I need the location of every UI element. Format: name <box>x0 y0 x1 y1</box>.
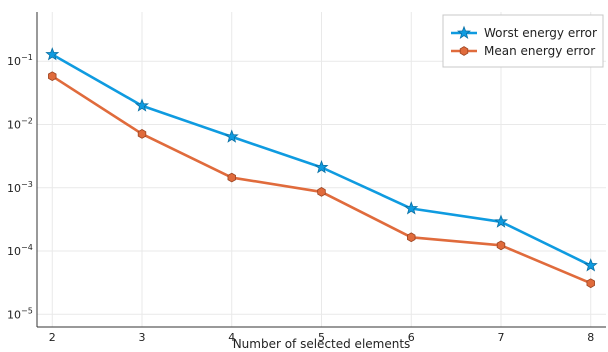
x-tick-labels: 2 3 4 5 6 7 8 <box>49 331 594 344</box>
x-tick-label: 6 <box>408 331 415 344</box>
data-point-marker <box>407 232 416 243</box>
data-point-marker <box>224 129 239 143</box>
x-tick-label: 5 <box>318 331 325 344</box>
series-layer <box>45 47 598 289</box>
data-point-marker <box>45 47 60 61</box>
legend: Worst energy error Mean energy error <box>442 14 604 68</box>
data-point-marker <box>586 278 595 289</box>
legend-swatch-marker <box>459 46 469 56</box>
x-tick-label: 7 <box>497 331 504 344</box>
data-point-marker <box>314 160 329 174</box>
data-point-marker <box>494 214 508 228</box>
y-tick-label: 10−5 <box>7 306 33 321</box>
legend-swatch-marker <box>457 25 471 39</box>
legend-item: Worst energy error <box>451 25 597 40</box>
y-tick-label: 10−4 <box>7 243 33 258</box>
data-point-marker <box>496 240 506 251</box>
data-point-marker <box>404 201 419 215</box>
series-2 <box>48 71 595 289</box>
y-tick-label: 10−2 <box>7 117 33 132</box>
legend-label: Worst energy error <box>484 26 597 40</box>
x-tick-label: 3 <box>139 331 146 344</box>
data-point-marker <box>135 98 149 112</box>
y-tick-label: 10−1 <box>7 53 33 68</box>
x-axis-title: Number of selected elements <box>233 337 411 351</box>
axes <box>36 12 606 328</box>
x-tick-label: 2 <box>49 331 56 344</box>
data-point-marker <box>317 187 326 197</box>
y-tick-label: 10−3 <box>7 180 33 195</box>
y-tick-labels: 10−1 10−2 10−3 10−4 10−5 <box>7 53 33 321</box>
data-point-marker <box>583 258 598 272</box>
data-point-marker <box>137 129 147 139</box>
x-tick-label: 8 <box>587 331 594 344</box>
legend-label: Mean energy error <box>484 44 595 58</box>
data-point-marker <box>48 71 57 82</box>
legend-item: Mean energy error <box>451 44 595 58</box>
series-1 <box>45 47 598 272</box>
x-tick-label: 4 <box>228 331 235 344</box>
legend-box <box>442 14 604 68</box>
data-point-marker <box>227 172 236 183</box>
